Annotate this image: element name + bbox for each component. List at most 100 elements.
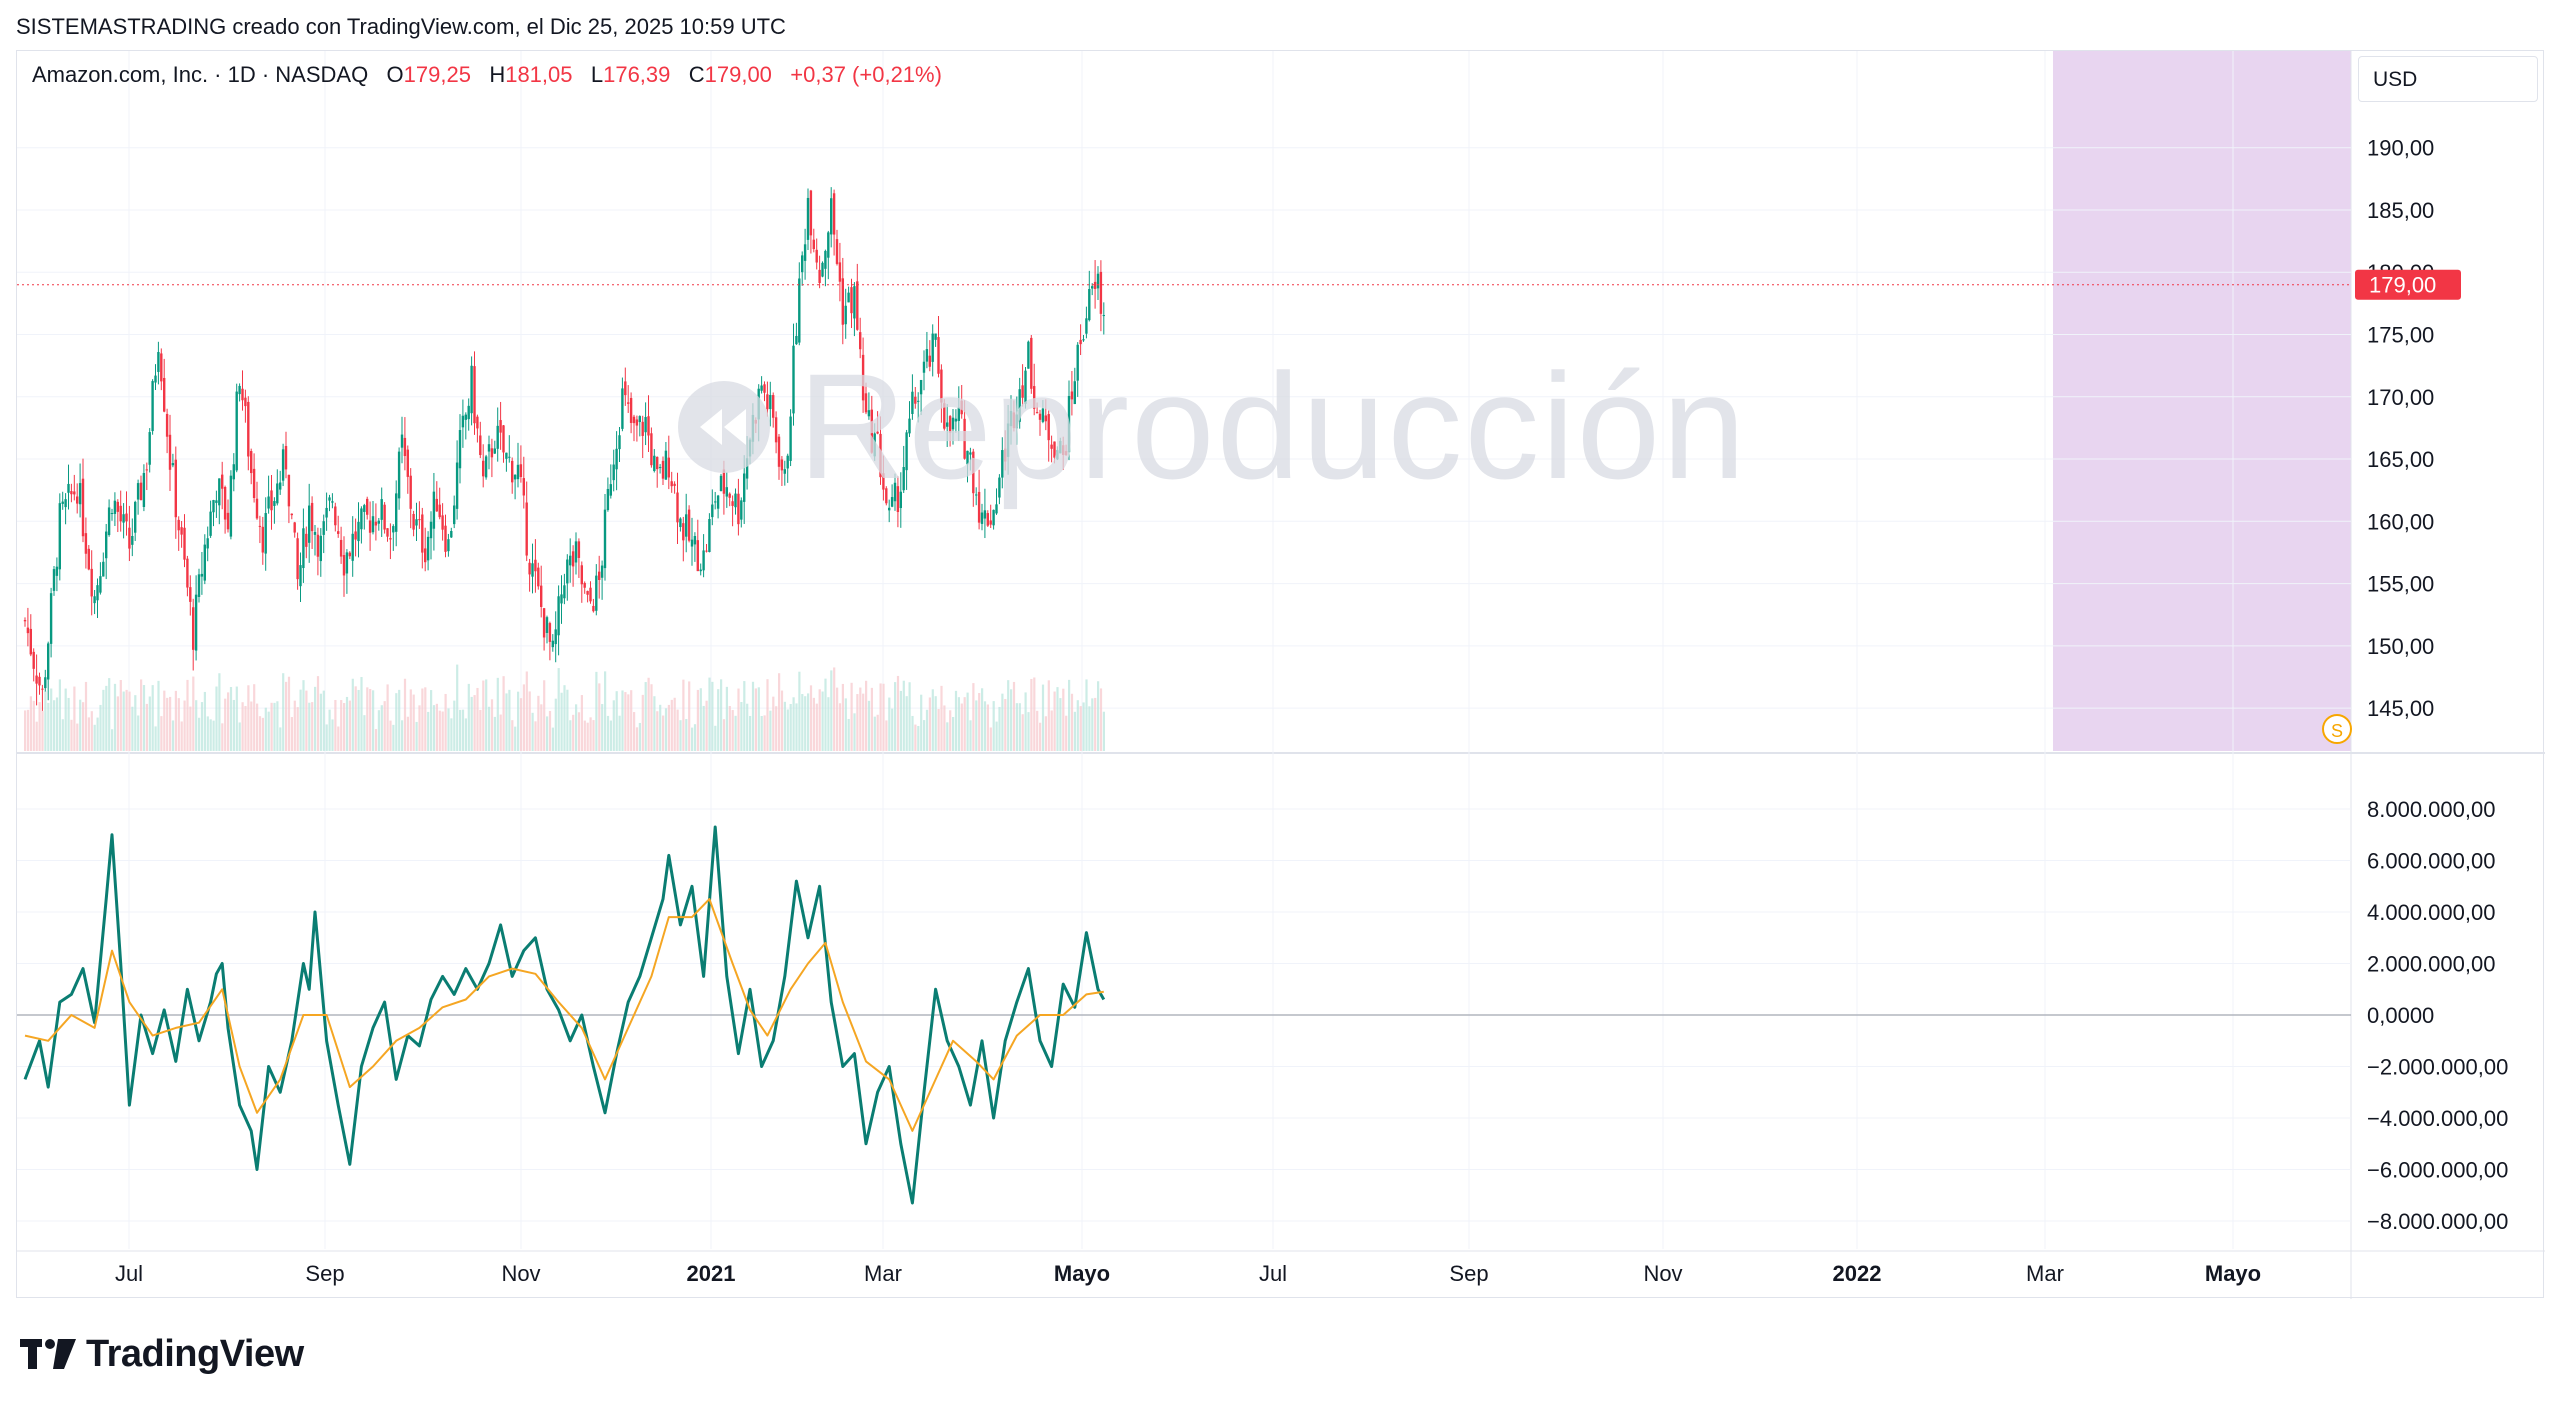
candle-body bbox=[606, 488, 610, 511]
candle-body bbox=[479, 435, 482, 456]
candle-body bbox=[1027, 341, 1030, 369]
candle-body bbox=[629, 397, 633, 423]
candle-body bbox=[200, 573, 204, 577]
candle-body bbox=[499, 420, 502, 433]
volume-bar bbox=[957, 697, 960, 751]
volume-bar bbox=[1041, 684, 1045, 751]
candle-body bbox=[1009, 410, 1013, 427]
candle-body bbox=[383, 504, 386, 530]
volume-bar bbox=[1018, 703, 1021, 751]
candle-body bbox=[801, 255, 804, 273]
volume-bar bbox=[543, 680, 546, 751]
volume-bar bbox=[293, 700, 296, 751]
price-tick-label: 190,00 bbox=[2367, 136, 2434, 161]
volume-bar bbox=[714, 725, 717, 751]
volume-bar bbox=[238, 722, 241, 751]
candle-body bbox=[853, 286, 856, 319]
volume-bar bbox=[192, 676, 195, 751]
candle-body bbox=[905, 432, 908, 471]
candle-body bbox=[389, 538, 392, 540]
candle-body bbox=[87, 548, 90, 570]
volume-bar bbox=[566, 689, 569, 751]
legend-low-label: L bbox=[590, 62, 604, 87]
candle-body bbox=[368, 520, 372, 533]
candle-body bbox=[809, 190, 813, 236]
candle-body bbox=[99, 576, 102, 593]
candle-body bbox=[119, 505, 122, 522]
volume-bar bbox=[986, 704, 989, 751]
currency-selector[interactable]: USD bbox=[2358, 56, 2538, 102]
volume-bar bbox=[1039, 722, 1042, 751]
volume-bar bbox=[911, 715, 914, 751]
volume-bar bbox=[989, 727, 992, 751]
candle-body bbox=[328, 497, 331, 501]
candle-body bbox=[444, 525, 447, 552]
candle-body bbox=[345, 552, 349, 574]
volume-bar bbox=[461, 709, 465, 751]
candle-body bbox=[998, 477, 1001, 498]
tradingview-logo[interactable]: TradingView bbox=[20, 1330, 304, 1378]
candle-body bbox=[766, 394, 769, 410]
chart-canvas[interactable]: Jul Sep Nov 2021 Mar Mayo Jul Sep Nov 2022 Mar Mayo… bbox=[17, 51, 2545, 1299]
volume-bar bbox=[163, 690, 166, 751]
volume-bar bbox=[334, 699, 337, 751]
candle-body bbox=[786, 455, 789, 469]
volume-bar bbox=[618, 715, 621, 751]
candle-body bbox=[664, 450, 668, 480]
candle-body bbox=[696, 540, 699, 572]
volume-bar bbox=[546, 716, 549, 751]
candle-body bbox=[38, 676, 41, 686]
volume-bar bbox=[627, 694, 630, 751]
volume-bar bbox=[943, 705, 946, 751]
candle-body bbox=[337, 531, 340, 534]
volume-bar bbox=[569, 720, 572, 751]
candle-body bbox=[1004, 448, 1007, 462]
volume-bar bbox=[548, 710, 552, 751]
volume-bar bbox=[351, 678, 354, 751]
volume-bar bbox=[415, 721, 418, 751]
volume-bar bbox=[308, 702, 311, 751]
volume-bar bbox=[174, 690, 177, 751]
volume-bar bbox=[754, 688, 757, 751]
volume-bar bbox=[328, 709, 331, 751]
volume-bar bbox=[865, 680, 868, 751]
volume-bar bbox=[954, 690, 958, 751]
tradingview-logo-icon bbox=[20, 1339, 76, 1369]
volume-bar bbox=[87, 717, 90, 751]
candle-body bbox=[247, 401, 250, 457]
volume-bar bbox=[215, 686, 218, 751]
volume-bar bbox=[540, 704, 543, 751]
candle-body bbox=[795, 335, 798, 345]
legend-symbol[interactable]: Amazon.com, Inc. · 1D · NASDAQ bbox=[32, 62, 369, 87]
volume-bar bbox=[447, 708, 450, 751]
volume-bar bbox=[557, 668, 560, 751]
volume-bar bbox=[522, 684, 525, 751]
x-tick-label: Jul bbox=[1259, 1261, 1287, 1286]
candle-body bbox=[1064, 451, 1068, 456]
candle-body bbox=[983, 510, 987, 519]
candle-body bbox=[1047, 414, 1050, 441]
volume-bar bbox=[711, 681, 714, 751]
candle-body bbox=[397, 451, 401, 499]
volume-bar bbox=[763, 715, 766, 751]
candle-body bbox=[55, 566, 59, 576]
volume-bar bbox=[258, 716, 262, 751]
volume-bar bbox=[296, 707, 299, 751]
volume-bar bbox=[151, 685, 154, 751]
volume-bar bbox=[180, 721, 183, 751]
candle-body bbox=[980, 512, 984, 524]
candle-body bbox=[447, 539, 450, 552]
candle-body bbox=[780, 459, 784, 471]
volume-bar bbox=[108, 678, 111, 751]
volume-bar bbox=[380, 705, 383, 751]
candle-body bbox=[737, 493, 740, 525]
volume-bar bbox=[537, 695, 540, 751]
osc-tick-label: 4.000.000,00 bbox=[2367, 900, 2495, 925]
volume-bar bbox=[925, 709, 929, 751]
candle-body bbox=[835, 239, 839, 264]
volume-bar bbox=[795, 703, 798, 751]
volume-bar bbox=[662, 715, 665, 751]
candle-body bbox=[1050, 444, 1053, 449]
candle-body bbox=[1093, 281, 1097, 289]
volume-bar bbox=[105, 685, 108, 751]
